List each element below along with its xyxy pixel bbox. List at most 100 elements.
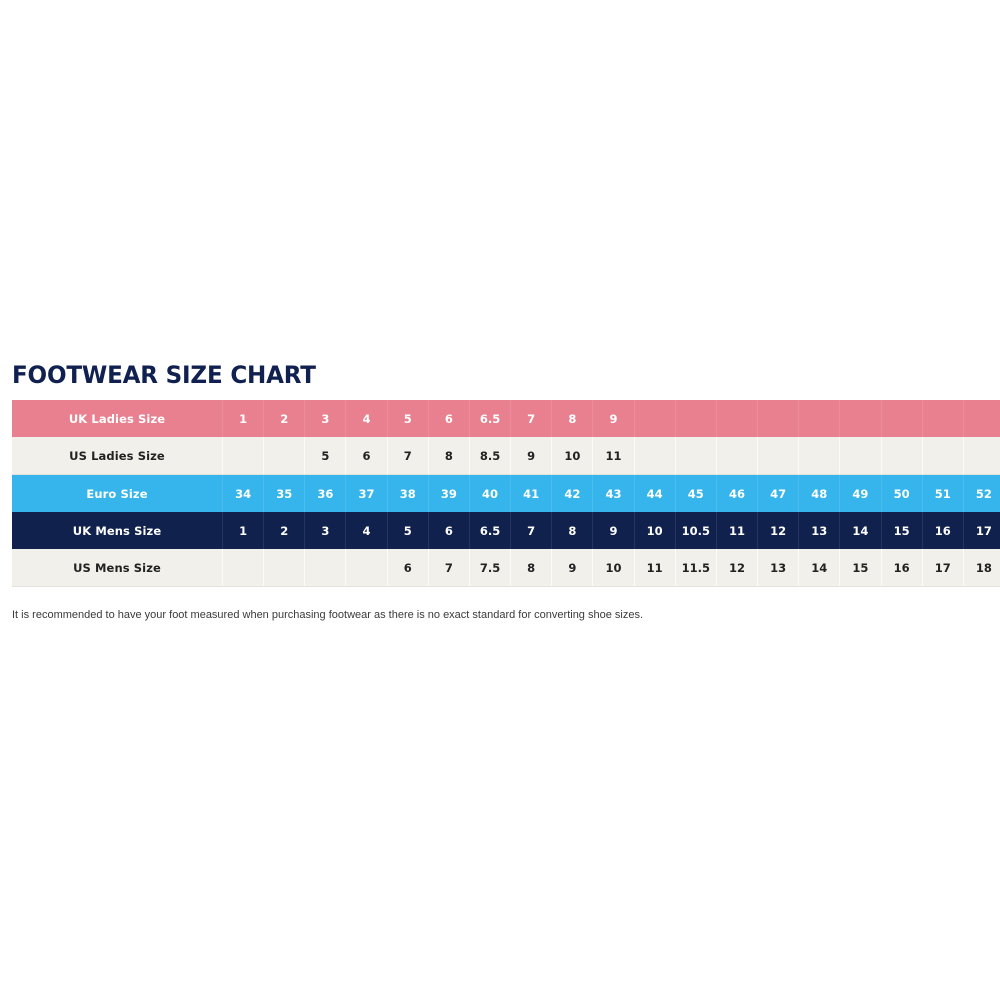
size-cell (304, 549, 346, 587)
size-cell: 35 (263, 474, 305, 512)
size-cell: 10 (551, 437, 593, 475)
size-cell: 6 (427, 400, 470, 437)
size-conversion-table: UK Ladies Size 1 2 3 4 5 6 6.5 7 8 9 US Ladies Size… (12, 400, 1000, 587)
size-cell: 6 (345, 437, 388, 475)
size-cell (757, 437, 799, 475)
page-title: FOOTWEAR SIZE CHART (12, 361, 316, 389)
size-cell: 2 (263, 400, 305, 437)
size-cell: 13 (757, 549, 799, 587)
size-cell: 7.5 (468, 549, 511, 587)
size-cell: 16 (880, 549, 923, 587)
table-row: UK Mens Size 1 2 3 4 5 6 6.5 7 8 9 10 10.5 11 12 13 14 15… (12, 512, 1000, 549)
size-cell: 9 (510, 437, 552, 475)
size-cell (221, 549, 264, 587)
size-cell: 10 (592, 549, 635, 587)
size-cell: 1 (221, 512, 264, 549)
size-cell (962, 437, 1000, 475)
size-cell (880, 437, 923, 475)
size-cell: 41 (510, 474, 552, 512)
size-cell: 9 (551, 549, 593, 587)
size-cell (633, 437, 676, 475)
size-cell: 49 (839, 474, 881, 512)
size-cell (757, 400, 799, 437)
size-cell: 17 (921, 549, 964, 587)
size-cell (633, 400, 676, 437)
size-cell (798, 400, 840, 437)
size-cell (962, 400, 1000, 437)
size-cell: 18 (962, 549, 1000, 587)
size-cell: 34 (221, 474, 264, 512)
size-cell: 11 (715, 512, 758, 549)
size-cell: 45 (674, 474, 717, 512)
size-cell: 8 (551, 400, 593, 437)
row-label: US Mens Size (12, 549, 223, 587)
size-cell: 14 (839, 512, 881, 549)
size-cell: 38 (386, 474, 429, 512)
size-cell: 5 (304, 437, 346, 475)
size-cell (221, 437, 264, 475)
size-cell (839, 400, 881, 437)
size-cell: 7 (510, 400, 552, 437)
size-cell: 10.5 (674, 512, 717, 549)
size-cell: 39 (427, 474, 470, 512)
size-cell: 9 (592, 400, 635, 437)
size-chart-block: FOOTWEAR SIZE CHART UK Ladies Size 1 2 3 4 5 6… (12, 360, 1000, 587)
size-cell: 40 (468, 474, 511, 512)
size-cell: 48 (798, 474, 840, 512)
size-cell: 11.5 (674, 549, 717, 587)
size-cell: 4 (345, 512, 388, 549)
size-cell: 52 (962, 474, 1000, 512)
size-cell (263, 437, 305, 475)
table-row: UK Ladies Size 1 2 3 4 5 6 6.5 7 8 9 (12, 400, 1000, 437)
size-cell (921, 400, 964, 437)
size-cell: 50 (880, 474, 923, 512)
size-cell: 8 (427, 437, 470, 475)
table-row: Euro Size 34 35 36 37 38 39 40 41 42 43 44 45 46 47 48 4… (12, 474, 1000, 512)
size-cell: 3 (304, 512, 346, 549)
size-cell: 6 (386, 549, 429, 587)
size-cell: 42 (551, 474, 593, 512)
size-cell: 9 (592, 512, 635, 549)
size-cell: 46 (715, 474, 758, 512)
row-label: US Ladies Size (12, 437, 223, 475)
size-cell: 7 (510, 512, 552, 549)
size-cell: 7 (386, 437, 429, 475)
size-cell: 8.5 (468, 437, 511, 475)
size-cell: 4 (345, 400, 388, 437)
size-cell: 44 (633, 474, 676, 512)
size-cell (263, 549, 305, 587)
size-cell: 6.5 (468, 400, 511, 437)
table-body: UK Ladies Size 1 2 3 4 5 6 6.5 7 8 9 US Ladies Size… (12, 400, 1000, 587)
size-cell: 16 (921, 512, 964, 549)
size-cell (715, 400, 758, 437)
size-cell: 8 (510, 549, 552, 587)
size-cell: 17 (962, 512, 1000, 549)
table-row: US Ladies Size 5 6 7 8 8.5 9 10 11 (12, 437, 1000, 475)
size-cell: 36 (304, 474, 346, 512)
size-chart-footnote: It is recommended to have your foot meas… (12, 609, 644, 621)
size-cell: 6 (427, 512, 470, 549)
row-label: UK Mens Size (12, 512, 223, 549)
row-label: UK Ladies Size (12, 400, 223, 437)
size-cell (880, 400, 923, 437)
size-cell: 6.5 (468, 512, 511, 549)
size-cell: 15 (839, 549, 881, 587)
size-cell (921, 437, 964, 475)
size-cell: 14 (798, 549, 840, 587)
size-cell (674, 437, 717, 475)
size-cell: 43 (592, 474, 635, 512)
size-cell: 11 (633, 549, 676, 587)
size-cell (715, 437, 758, 475)
size-cell: 1 (221, 400, 264, 437)
size-cell: 8 (551, 512, 593, 549)
size-cell (839, 437, 881, 475)
size-cell: 7 (427, 549, 470, 587)
row-label: Euro Size (12, 474, 223, 512)
size-cell: 5 (386, 512, 429, 549)
size-cell (345, 549, 388, 587)
size-cell: 37 (345, 474, 388, 512)
size-cell: 12 (715, 549, 758, 587)
size-cell: 2 (263, 512, 305, 549)
size-cell: 51 (921, 474, 964, 512)
